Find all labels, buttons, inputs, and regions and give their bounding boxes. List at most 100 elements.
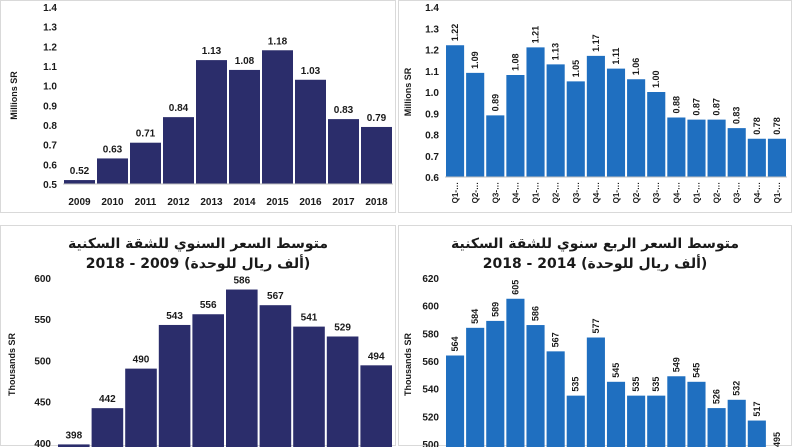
data-label: 1.09 xyxy=(470,51,480,69)
data-label: 586 xyxy=(233,276,250,287)
bar xyxy=(361,126,392,184)
data-label: 526 xyxy=(712,389,722,404)
quarterly-price-chart: Thousands SR 500 520 540 560 580 600 620 564 584 5… xyxy=(403,274,782,447)
x-tick-label: 2012 xyxy=(167,197,190,208)
bar xyxy=(667,376,686,447)
y-axis-label: Millions SR xyxy=(403,67,413,116)
data-label: 495 xyxy=(772,432,782,447)
data-label: 545 xyxy=(611,363,621,378)
data-label: 567 xyxy=(267,291,284,302)
bar xyxy=(566,395,585,447)
data-label: 577 xyxy=(591,318,601,333)
quarterly-index-chart: Millions SR 0.6 0.7 0.8 0.9 1.0 1.1 1.2 1.3 1.4 1.… xyxy=(403,3,787,203)
y-tick-label: 520 xyxy=(422,412,439,423)
x-tick-label: Q1-… xyxy=(692,182,701,203)
data-label: 1.13 xyxy=(551,43,561,61)
bar xyxy=(687,119,706,177)
y-tick-label: 1.4 xyxy=(43,3,57,14)
y-tick-label: 550 xyxy=(34,315,51,326)
bar xyxy=(606,381,626,447)
y-tick-label: 0.6 xyxy=(425,173,439,184)
quarterly-price-title: متوسط السعر الربع سنوي للشقة السكنية xyxy=(450,236,740,252)
data-label: 517 xyxy=(752,402,762,417)
data-label: 535 xyxy=(651,377,661,392)
data-label: 0.78 xyxy=(752,117,762,135)
bar xyxy=(192,314,224,447)
data-label: 535 xyxy=(631,377,641,392)
bar xyxy=(293,326,325,447)
bar xyxy=(130,142,161,184)
quarterly-price-subtitle: (ألف ريال للوحدة) 2014 - 2018 xyxy=(482,256,708,272)
x-tick-label: 2017 xyxy=(332,197,355,208)
bar xyxy=(326,336,359,447)
y-tick-label: 450 xyxy=(34,398,51,409)
bar xyxy=(747,420,766,447)
bar xyxy=(295,79,326,184)
y-tick-label: 1.4 xyxy=(425,3,439,14)
data-label: 0.88 xyxy=(671,96,681,114)
data-label: 535 xyxy=(571,377,581,392)
y-tick-label: 0.9 xyxy=(425,109,439,120)
bar xyxy=(707,408,726,447)
x-tick-label: Q1-… xyxy=(612,182,621,203)
data-label: 0.87 xyxy=(691,98,701,116)
bar xyxy=(125,368,157,447)
y-tick-label: 1.0 xyxy=(425,88,439,99)
data-label: 549 xyxy=(671,357,681,372)
x-tick-label: 2014 xyxy=(233,197,256,208)
bar xyxy=(546,64,565,177)
data-label: 584 xyxy=(470,309,480,324)
x-tick-label: Q3-… xyxy=(652,182,661,203)
data-label: 1.05 xyxy=(571,60,581,78)
data-label: 0.87 xyxy=(712,98,722,116)
bar xyxy=(627,79,646,177)
data-label: 398 xyxy=(65,430,82,441)
bar xyxy=(196,60,227,184)
y-tick-label: 0.7 xyxy=(425,152,439,163)
y-tick-label: 500 xyxy=(34,356,51,367)
data-label: 543 xyxy=(166,311,183,322)
data-label: 1.03 xyxy=(301,66,321,77)
data-label: 0.89 xyxy=(490,94,500,112)
data-label: 0.63 xyxy=(103,144,123,155)
data-label: 564 xyxy=(450,336,460,351)
y-tick-label: 1.0 xyxy=(43,82,57,93)
bar xyxy=(486,320,505,447)
y-tick-label: 580 xyxy=(422,329,439,340)
x-tick-label: 2011 xyxy=(135,197,157,208)
bar xyxy=(727,128,746,177)
data-label: 556 xyxy=(200,300,217,311)
y-tick-label: 1.3 xyxy=(43,23,57,34)
data-label: 589 xyxy=(490,302,500,317)
y-axis-label: Thousands SR xyxy=(403,333,413,397)
bar xyxy=(546,351,565,447)
x-tick-label: Q3-… xyxy=(491,182,500,203)
y-tick-label: 400 xyxy=(34,439,51,447)
bar xyxy=(64,180,95,184)
bar xyxy=(229,69,260,184)
data-label: 1.00 xyxy=(651,70,661,88)
x-tick-label: Q4-… xyxy=(592,182,601,203)
annual-price-title: متوسط السعر السنوي للشقة السكنية xyxy=(67,236,329,252)
y-tick-label: 1.1 xyxy=(425,67,439,78)
bar xyxy=(328,119,359,184)
x-tick-label: 2018 xyxy=(365,197,388,208)
bar xyxy=(262,50,293,185)
bar xyxy=(466,327,485,447)
y-tick-label: 500 xyxy=(422,440,439,447)
y-axis-label: Thousands SR xyxy=(7,333,17,397)
x-tick-label: 2009 xyxy=(68,197,91,208)
y-tick-label: 0.8 xyxy=(43,121,57,132)
x-tick-label: Q2-… xyxy=(713,182,722,203)
bar xyxy=(360,365,392,447)
bar xyxy=(226,289,258,447)
x-tick-label: Q2-… xyxy=(632,182,641,203)
bar xyxy=(647,395,666,447)
data-label: 1.06 xyxy=(631,58,641,76)
x-tick-label: Q2-… xyxy=(552,182,561,203)
bar xyxy=(526,47,545,177)
bar xyxy=(506,75,525,177)
data-label: 1.22 xyxy=(450,24,460,42)
x-tick-label: 2016 xyxy=(299,197,322,208)
data-label: 541 xyxy=(301,313,318,324)
